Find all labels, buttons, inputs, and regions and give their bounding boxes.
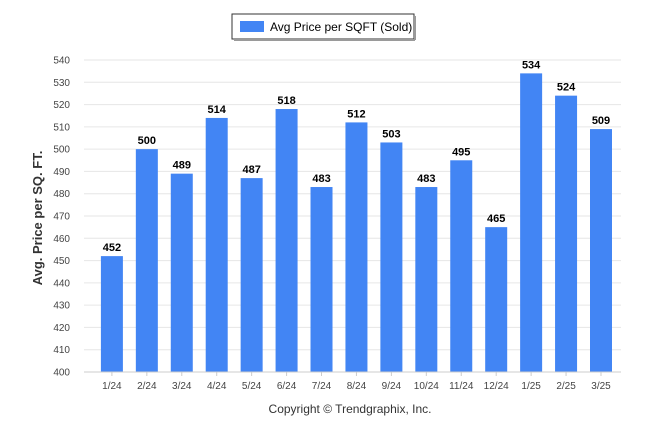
y-tick-label: 410 xyxy=(53,345,70,356)
data-label: 524 xyxy=(557,82,576,94)
data-label: 487 xyxy=(242,164,260,176)
y-axis-title: Avg. Price per SQ. FT. xyxy=(30,151,45,286)
data-label: 503 xyxy=(382,128,400,140)
y-tick-label: 500 xyxy=(53,145,70,156)
x-tick-label: 12/24 xyxy=(484,381,509,392)
bar xyxy=(380,142,403,372)
data-label: 512 xyxy=(347,108,365,120)
bar xyxy=(415,187,438,372)
x-tick-label: 3/24 xyxy=(172,381,192,392)
legend-swatch xyxy=(240,21,264,32)
x-tick-label: 4/24 xyxy=(207,381,227,392)
y-axis: 400 410 420 430 440 450 460 470 480 490 500 510 520 5… xyxy=(53,56,70,379)
x-tick-label: 2/24 xyxy=(137,381,157,392)
y-tick-label: 460 xyxy=(53,234,70,245)
data-label: 483 xyxy=(417,173,435,185)
legend: Avg Price per SQFT (Sold) xyxy=(231,13,416,41)
x-tick-label: 10/24 xyxy=(414,381,439,392)
bar xyxy=(135,149,158,372)
y-tick-label: 400 xyxy=(53,368,70,379)
data-label: 465 xyxy=(487,213,505,225)
data-labels: 452 500 489 514 487 518 483 512 503 483 495 465 534 5… xyxy=(103,59,610,254)
y-tick-label: 420 xyxy=(53,323,70,334)
x-tick-label: 9/24 xyxy=(382,381,402,392)
bar xyxy=(345,122,368,373)
data-label: 483 xyxy=(312,173,330,185)
data-label: 518 xyxy=(277,95,295,107)
y-tick-label: 540 xyxy=(53,56,70,67)
y-tick-label: 490 xyxy=(53,167,70,178)
x-tick-label: 7/24 xyxy=(312,381,332,392)
y-tick-label: 520 xyxy=(53,100,70,111)
x-tick-label: 11/24 xyxy=(449,381,474,392)
x-tick-label: 6/24 xyxy=(277,381,297,392)
bar xyxy=(205,117,228,372)
x-tick-label: 5/24 xyxy=(242,381,262,392)
data-label: 534 xyxy=(522,59,541,71)
data-label: 452 xyxy=(103,242,121,254)
data-label: 489 xyxy=(173,160,191,172)
y-tick-label: 530 xyxy=(53,78,70,89)
bar xyxy=(275,109,298,373)
x-axis: 1/24 2/24 3/24 4/24 5/24 6/24 7/24 8/24 9/24 10/2… xyxy=(84,371,621,392)
x-tick-label: 2/25 xyxy=(556,381,576,392)
bar xyxy=(450,160,473,372)
y-tick-label: 510 xyxy=(53,122,70,133)
x-tick-label: 1/25 xyxy=(521,381,541,392)
bar xyxy=(100,256,123,372)
bar xyxy=(170,173,193,372)
y-tick-label: 440 xyxy=(53,278,70,289)
bar xyxy=(310,187,333,372)
data-label: 500 xyxy=(138,135,156,147)
y-tick-label: 430 xyxy=(53,301,70,312)
copyright-text: Copyright © Trendgraphix, Inc. xyxy=(269,402,432,416)
bars xyxy=(100,73,612,373)
legend-label: Avg Price per SQFT (Sold) xyxy=(270,20,412,34)
data-label: 514 xyxy=(208,104,227,116)
y-tick-label: 450 xyxy=(53,256,70,267)
x-tick-label: 3/25 xyxy=(591,381,611,392)
data-label: 495 xyxy=(452,146,470,158)
bar xyxy=(520,73,543,372)
bar xyxy=(485,227,508,372)
y-tick-label: 470 xyxy=(53,212,70,223)
data-label: 509 xyxy=(592,115,610,127)
bar xyxy=(590,129,612,372)
x-tick-label: 1/24 xyxy=(102,381,122,392)
y-tick-label: 480 xyxy=(53,189,70,200)
x-tick-label: 8/24 xyxy=(347,381,367,392)
bar xyxy=(240,178,263,372)
bar xyxy=(555,95,578,373)
